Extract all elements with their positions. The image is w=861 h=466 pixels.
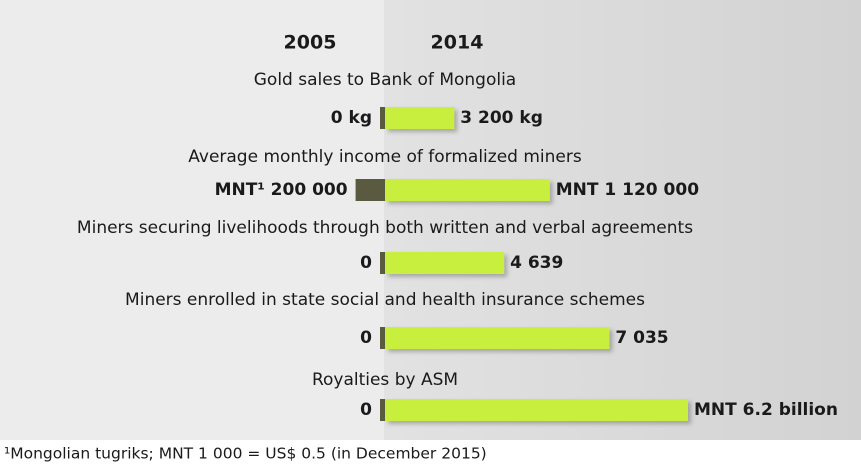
value-label: 0 xyxy=(360,400,372,420)
value-label: MNT 1 120 000 xyxy=(556,180,699,200)
footer-bg xyxy=(0,440,861,466)
bar-2014 xyxy=(385,399,688,421)
row-caption: Miners enrolled in state social and heal… xyxy=(125,290,645,310)
row-caption: Average monthly income of formalized min… xyxy=(188,147,582,167)
value-label: 3 200 kg xyxy=(460,108,543,128)
bar-2014 xyxy=(385,179,550,201)
row-caption: Miners securing livelihoods through both… xyxy=(77,218,693,238)
value-label: MNT 6.2 billion xyxy=(694,400,838,420)
row-caption: Royalties by ASM xyxy=(312,370,458,390)
year-header: 2005 xyxy=(284,32,337,54)
bar-2005 xyxy=(380,107,385,129)
footnote: ¹Mongolian tugriks; MNT 1 000 = US$ 0.5 … xyxy=(4,445,487,463)
value-label: 4 639 xyxy=(510,253,563,273)
value-label: MNT¹ 200 000 xyxy=(215,180,348,200)
value-label: 0 xyxy=(360,328,372,348)
bar-2014 xyxy=(385,327,610,349)
value-label: 7 035 xyxy=(615,328,668,348)
bar-2005 xyxy=(355,179,385,201)
left-panel xyxy=(0,0,384,440)
value-label: 0 xyxy=(360,253,372,273)
year-header: 2014 xyxy=(431,32,484,54)
bar-2005 xyxy=(380,252,385,274)
value-label: 0 kg xyxy=(331,108,372,128)
bar-2005 xyxy=(380,327,385,349)
right-panel xyxy=(384,0,861,440)
row-caption: Gold sales to Bank of Mongolia xyxy=(254,70,516,90)
bar-2014 xyxy=(385,107,455,129)
bar-2014 xyxy=(385,252,505,274)
bar-2005 xyxy=(380,399,385,421)
